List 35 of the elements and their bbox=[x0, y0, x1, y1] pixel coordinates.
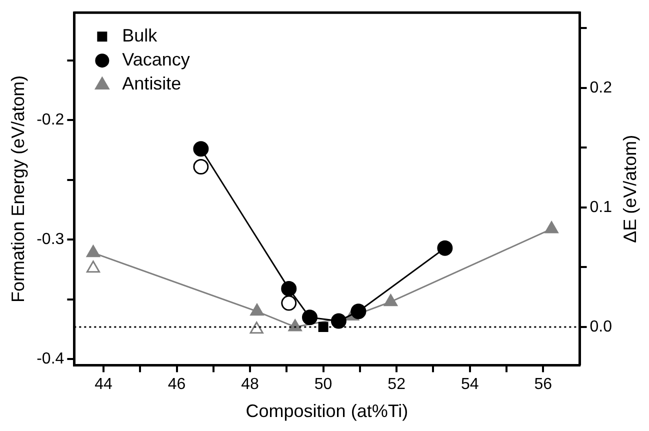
x-tick-label: 44 bbox=[94, 376, 112, 394]
legend-label: Vacancy bbox=[122, 50, 190, 70]
y2-axis-title: ΔE (eV/atom) bbox=[620, 134, 640, 243]
point bbox=[437, 240, 453, 256]
point bbox=[250, 304, 264, 316]
point bbox=[86, 260, 100, 273]
point bbox=[281, 280, 297, 296]
point bbox=[193, 159, 209, 175]
point bbox=[193, 141, 209, 157]
x-tick-label: 56 bbox=[534, 376, 552, 394]
y2-tick-label: 0.2 bbox=[590, 79, 612, 96]
point bbox=[318, 322, 328, 332]
y2-tick-label: 0.1 bbox=[590, 198, 612, 216]
point bbox=[350, 304, 366, 320]
legend-label: Bulk bbox=[122, 26, 158, 46]
x-tick-label: 52 bbox=[388, 376, 406, 394]
y-tick-label: -0.4 bbox=[36, 350, 64, 368]
y-tick-label: -0.3 bbox=[36, 231, 64, 248]
y-axis-title: Formation Energy (eV/atom) bbox=[8, 75, 28, 302]
point bbox=[330, 313, 346, 329]
point bbox=[288, 319, 302, 332]
y-tick-label: -0.2 bbox=[36, 112, 64, 129]
point bbox=[86, 245, 100, 258]
point bbox=[544, 221, 558, 234]
x-tick-label: 48 bbox=[241, 376, 260, 394]
x-axis-title: Composition (at%Ti) bbox=[246, 401, 408, 422]
x-tick-label: 46 bbox=[168, 376, 186, 394]
point bbox=[281, 295, 297, 311]
legend-label: Antisite bbox=[122, 74, 182, 94]
point bbox=[250, 322, 264, 334]
x-tick-label: 54 bbox=[460, 376, 479, 394]
point bbox=[302, 310, 318, 326]
y2-tick-label: 0.0 bbox=[590, 318, 612, 336]
point bbox=[384, 294, 398, 306]
x-tick-label: 50 bbox=[314, 376, 332, 394]
